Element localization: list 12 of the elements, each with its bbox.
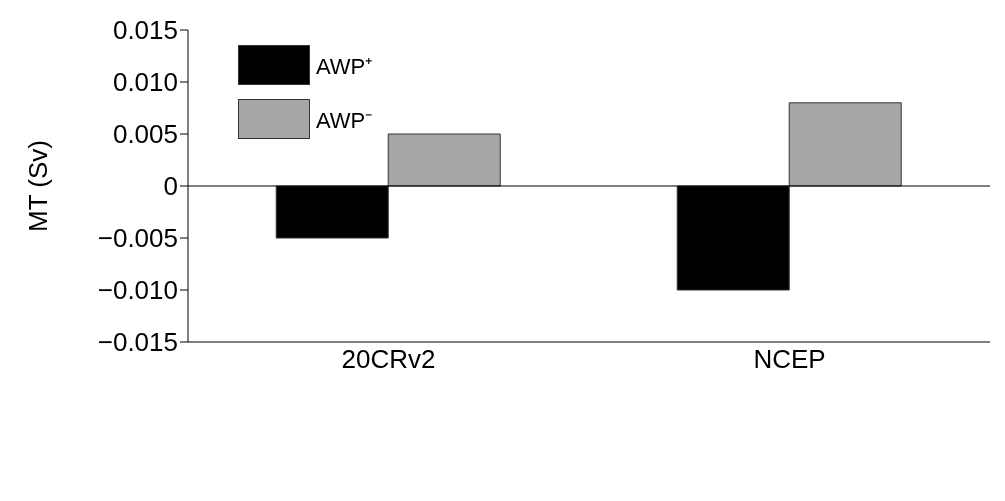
x-tick-label: 20CRv2 [341, 344, 436, 375]
y-tick-label: 0.005 [112, 119, 178, 150]
y-axis-title: MT (Sv) [23, 140, 54, 232]
y-tick-label: −0.005 [97, 223, 178, 254]
y-tick-label: 0 [163, 171, 178, 202]
x-tick-label: NCEP [753, 344, 826, 375]
y-tick-label: 0.015 [112, 15, 178, 46]
y-tick-label: −0.015 [97, 327, 178, 358]
legend-label: AWP⁻ [316, 107, 373, 134]
y-tick-label: −0.010 [97, 275, 178, 306]
y-tick-label: 0.010 [112, 67, 178, 98]
legend-label: AWP⁺ [316, 53, 373, 80]
